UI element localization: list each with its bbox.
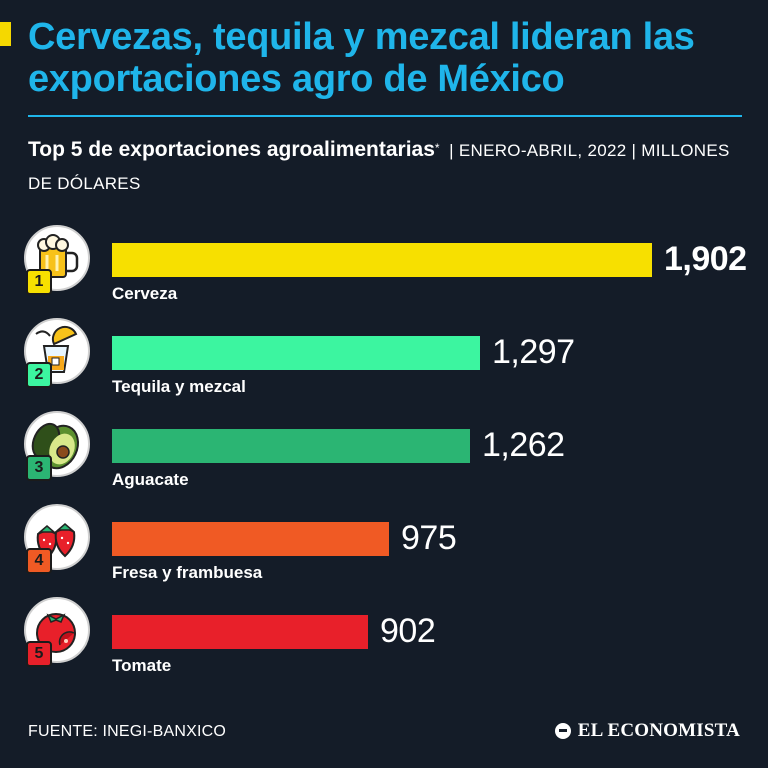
bar [112, 522, 389, 556]
accent-bar [0, 22, 11, 46]
rank-badge: 2 [26, 362, 52, 388]
chart-row: 2 1,297 Tequila y mezcal [0, 318, 768, 398]
title-divider [28, 115, 742, 117]
value-label: 902 [380, 612, 436, 650]
bar [112, 336, 480, 370]
category-label: Tequila y mezcal [112, 377, 246, 396]
publisher-logo: EL ECONOMISTA [554, 720, 740, 742]
tomato-icon: 5 [24, 597, 92, 667]
rank-badge: 1 [26, 269, 52, 295]
rank-badge: 5 [26, 641, 52, 667]
category-label: Tomate [112, 656, 172, 675]
logo-text: EL ECONOMISTA [577, 720, 740, 741]
category-label: Cerveza [112, 284, 178, 303]
value-label: 1,902 [664, 240, 747, 278]
category-label: Fresa y frambuesa [112, 563, 263, 582]
chart-subtitle: Top 5 de exportaciones agroalimentarias*… [28, 134, 748, 200]
subtitle-detail: | ENERO-ABRIL, 2022 | MILLONES DE DÓLARE… [28, 141, 730, 193]
bar [112, 243, 652, 277]
chart-row: 5 902 Tomate [0, 597, 768, 677]
chart-row: 1 1,902 Cerveza [0, 225, 768, 305]
value-label: 975 [401, 519, 457, 557]
bar [112, 615, 368, 649]
logo-mark-icon [554, 723, 571, 739]
bar [112, 429, 470, 463]
chart-row: 4 975 Fresa y frambuesa [0, 504, 768, 584]
beer-mug-icon: 1 [24, 225, 92, 295]
rank-badge: 3 [26, 455, 52, 481]
value-label: 1,262 [482, 426, 565, 464]
rank-badge: 4 [26, 548, 52, 574]
tequila-shot-icon: 2 [24, 318, 92, 388]
avocado-icon: 3 [24, 411, 92, 481]
chart-title: Cervezas, tequila y mezcal lideran las e… [28, 16, 695, 100]
value-label: 1,297 [492, 333, 575, 371]
chart-row: 3 1,262 Aguacate [0, 411, 768, 491]
bar-chart: 1 1,902 Cerveza 2 1,297 Tequila y mezcal 3 1,26… [0, 225, 768, 695]
category-label: Aguacate [112, 470, 189, 489]
subtitle-asterisk: * [434, 141, 440, 155]
strawberry-icon: 4 [24, 504, 92, 574]
subtitle-bold: Top 5 de exportaciones agroalimentarias [28, 138, 435, 161]
source-note: FUENTE: INEGI-BANXICO [28, 723, 226, 740]
